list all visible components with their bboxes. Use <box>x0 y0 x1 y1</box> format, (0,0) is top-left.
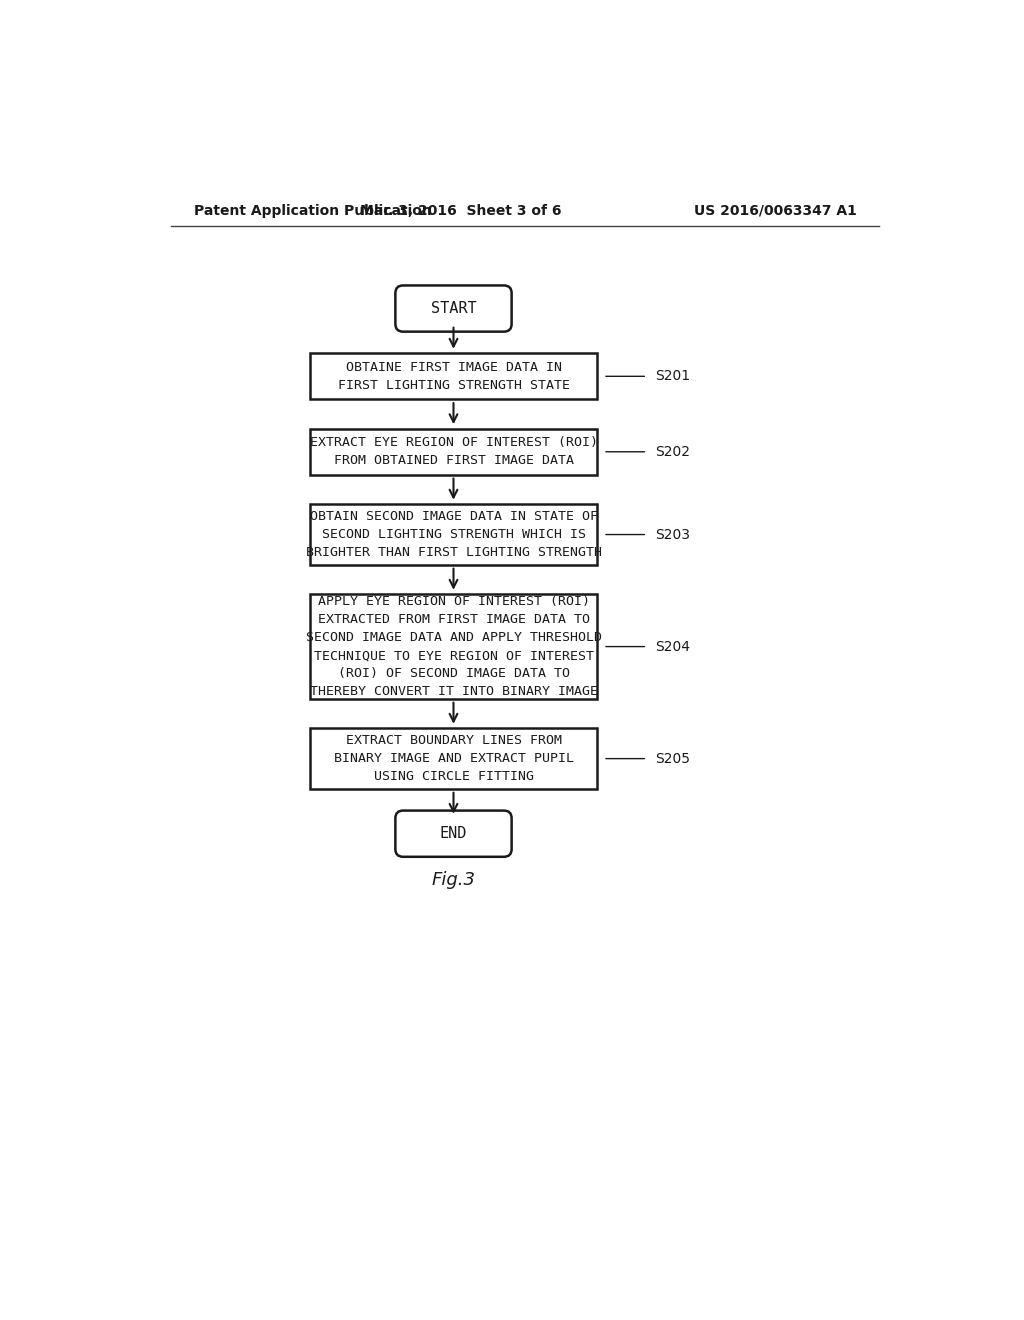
Text: US 2016/0063347 A1: US 2016/0063347 A1 <box>693 203 856 218</box>
Text: START: START <box>431 301 476 315</box>
Text: Patent Application Publication: Patent Application Publication <box>194 203 432 218</box>
Text: S204: S204 <box>655 640 690 653</box>
Text: OBTAIN SECOND IMAGE DATA IN STATE OF
SECOND LIGHTING STRENGTH WHICH IS
BRIGHTER : OBTAIN SECOND IMAGE DATA IN STATE OF SEC… <box>305 510 601 560</box>
Bar <box>310 504 597 565</box>
Bar <box>310 354 597 400</box>
Bar <box>310 594 597 700</box>
Text: S201: S201 <box>655 370 690 383</box>
Text: S203: S203 <box>655 528 690 541</box>
Text: APPLY EYE REGION OF INTEREST (ROI)
EXTRACTED FROM FIRST IMAGE DATA TO
SECOND IMA: APPLY EYE REGION OF INTEREST (ROI) EXTRA… <box>305 595 601 698</box>
Text: Fig.3: Fig.3 <box>431 871 475 888</box>
Bar <box>310 729 597 789</box>
Bar <box>310 429 597 475</box>
Text: S205: S205 <box>655 751 690 766</box>
Text: OBTAINE FIRST IMAGE DATA IN
FIRST LIGHTING STRENGTH STATE: OBTAINE FIRST IMAGE DATA IN FIRST LIGHTI… <box>338 360 569 392</box>
FancyBboxPatch shape <box>395 810 512 857</box>
Text: Mar. 3, 2016  Sheet 3 of 6: Mar. 3, 2016 Sheet 3 of 6 <box>360 203 562 218</box>
Text: EXTRACT EYE REGION OF INTEREST (ROI)
FROM OBTAINED FIRST IMAGE DATA: EXTRACT EYE REGION OF INTEREST (ROI) FRO… <box>309 437 597 467</box>
Text: EXTRACT BOUNDARY LINES FROM
BINARY IMAGE AND EXTRACT PUPIL
USING CIRCLE FITTING: EXTRACT BOUNDARY LINES FROM BINARY IMAGE… <box>334 734 573 783</box>
Text: END: END <box>440 826 467 841</box>
Text: S202: S202 <box>655 445 690 459</box>
FancyBboxPatch shape <box>395 285 512 331</box>
